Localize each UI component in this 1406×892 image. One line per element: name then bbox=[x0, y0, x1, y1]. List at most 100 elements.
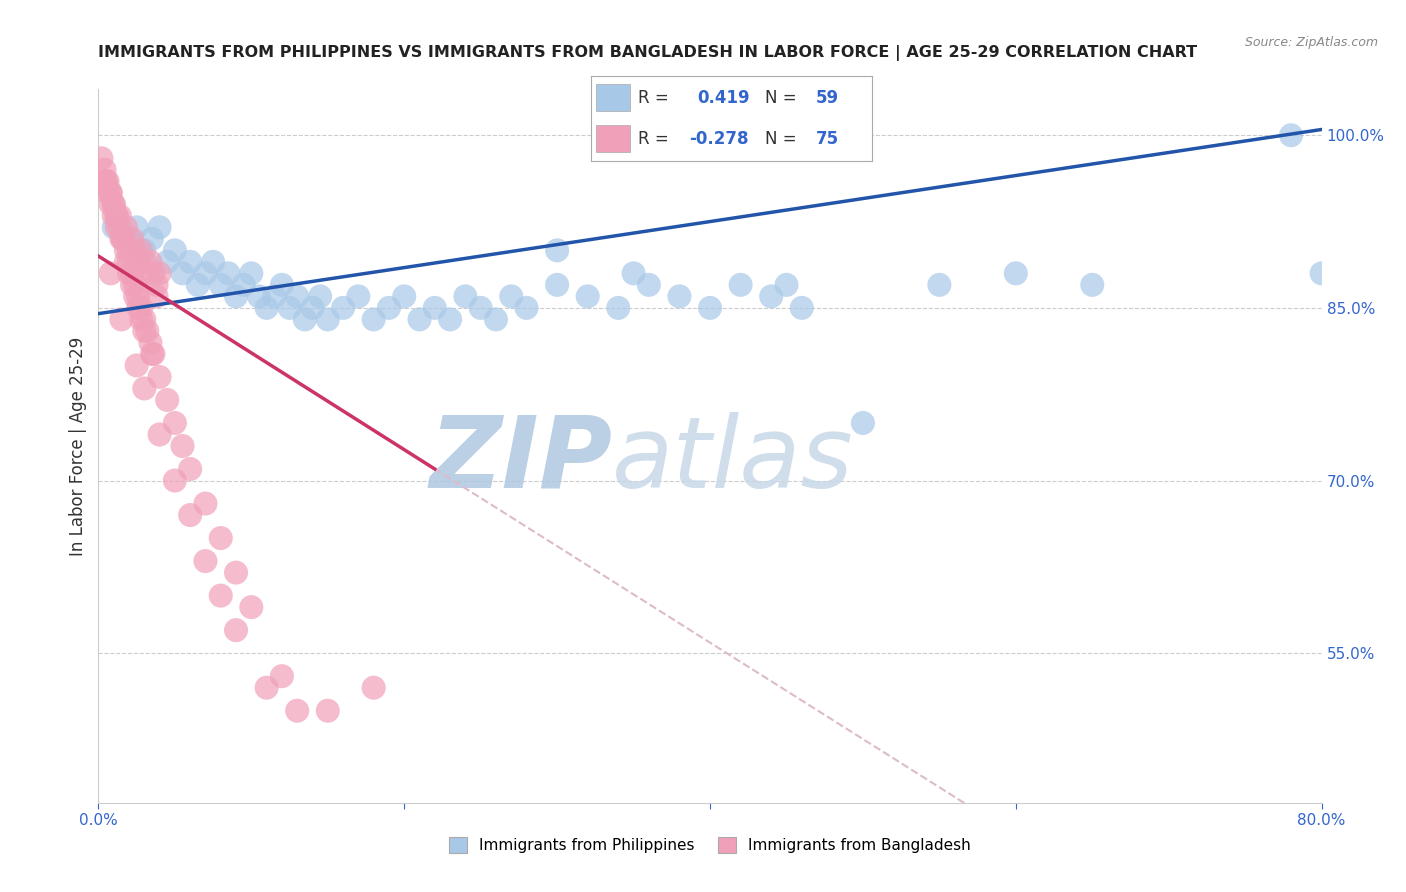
Point bbox=[285, 704, 308, 718]
Point bbox=[105, 209, 128, 223]
Point bbox=[115, 220, 138, 235]
Text: 59: 59 bbox=[815, 89, 838, 107]
Point bbox=[163, 244, 186, 258]
Text: atlas: atlas bbox=[612, 412, 853, 508]
Point bbox=[141, 232, 163, 246]
Point bbox=[115, 255, 138, 269]
Point bbox=[294, 312, 316, 326]
Point bbox=[118, 255, 141, 269]
Point bbox=[301, 301, 323, 315]
Point bbox=[118, 266, 141, 280]
Point bbox=[775, 277, 797, 292]
Point bbox=[141, 347, 163, 361]
Point bbox=[209, 531, 232, 545]
Point bbox=[142, 347, 165, 361]
FancyBboxPatch shape bbox=[596, 125, 630, 152]
Point bbox=[316, 312, 339, 326]
Point bbox=[332, 301, 354, 315]
Point bbox=[134, 324, 156, 338]
Point bbox=[225, 289, 247, 303]
Text: N =: N = bbox=[765, 89, 801, 107]
Point bbox=[127, 255, 149, 269]
Text: R =: R = bbox=[638, 89, 675, 107]
Point bbox=[110, 312, 132, 326]
Point bbox=[194, 497, 217, 511]
Text: N =: N = bbox=[765, 129, 801, 147]
Point bbox=[470, 301, 492, 315]
Point bbox=[129, 301, 152, 315]
Point bbox=[134, 244, 156, 258]
Point bbox=[108, 220, 131, 235]
Point bbox=[852, 416, 875, 430]
Point bbox=[607, 301, 630, 315]
Text: 75: 75 bbox=[815, 129, 838, 147]
FancyBboxPatch shape bbox=[596, 85, 630, 112]
Point bbox=[156, 392, 179, 407]
Point bbox=[179, 508, 201, 522]
Point bbox=[121, 277, 143, 292]
Point bbox=[194, 266, 217, 280]
Point bbox=[256, 681, 278, 695]
Point bbox=[129, 244, 152, 258]
Point bbox=[209, 277, 232, 292]
Point bbox=[127, 301, 149, 315]
Point bbox=[392, 289, 416, 303]
Point bbox=[668, 289, 690, 303]
Point bbox=[408, 312, 430, 326]
Point bbox=[790, 301, 813, 315]
Text: R =: R = bbox=[638, 129, 675, 147]
Point bbox=[145, 289, 167, 303]
Point bbox=[759, 289, 782, 303]
Point bbox=[100, 186, 122, 200]
Point bbox=[121, 232, 143, 246]
Point bbox=[149, 220, 172, 235]
Point bbox=[111, 232, 134, 246]
Legend: Immigrants from Philippines, Immigrants from Bangladesh: Immigrants from Philippines, Immigrants … bbox=[443, 831, 977, 859]
Point bbox=[103, 197, 125, 211]
Point bbox=[1081, 277, 1104, 292]
Point bbox=[187, 277, 209, 292]
Point bbox=[139, 255, 162, 269]
Point bbox=[730, 277, 752, 292]
Point bbox=[516, 301, 538, 315]
Point bbox=[105, 209, 128, 223]
Point bbox=[145, 277, 167, 292]
Point bbox=[156, 255, 179, 269]
Point bbox=[134, 312, 156, 326]
Point bbox=[163, 416, 186, 430]
Point bbox=[225, 566, 247, 580]
Point bbox=[623, 266, 645, 280]
Point bbox=[121, 266, 143, 280]
Point bbox=[217, 266, 239, 280]
Point bbox=[100, 266, 122, 280]
Point bbox=[172, 266, 194, 280]
Point bbox=[316, 704, 339, 718]
Point bbox=[699, 301, 721, 315]
Point bbox=[225, 623, 247, 637]
Point bbox=[546, 277, 568, 292]
Point bbox=[163, 474, 186, 488]
Point bbox=[125, 220, 148, 235]
Point bbox=[454, 289, 477, 303]
Point bbox=[439, 312, 461, 326]
Point bbox=[423, 301, 446, 315]
Point bbox=[115, 244, 138, 258]
Point bbox=[108, 209, 131, 223]
Point bbox=[240, 600, 263, 615]
Point bbox=[125, 359, 148, 373]
Point bbox=[378, 301, 401, 315]
Point bbox=[110, 232, 132, 246]
Point bbox=[209, 589, 232, 603]
Point bbox=[347, 289, 370, 303]
Point bbox=[637, 277, 661, 292]
Y-axis label: In Labor Force | Age 25-29: In Labor Force | Age 25-29 bbox=[69, 336, 87, 556]
Point bbox=[97, 174, 120, 188]
Point bbox=[270, 669, 292, 683]
Point bbox=[100, 197, 122, 211]
Point bbox=[94, 174, 117, 188]
Point bbox=[363, 681, 385, 695]
Point bbox=[263, 289, 285, 303]
Point bbox=[134, 381, 156, 395]
Point bbox=[149, 370, 172, 384]
Text: ZIP: ZIP bbox=[429, 412, 612, 508]
